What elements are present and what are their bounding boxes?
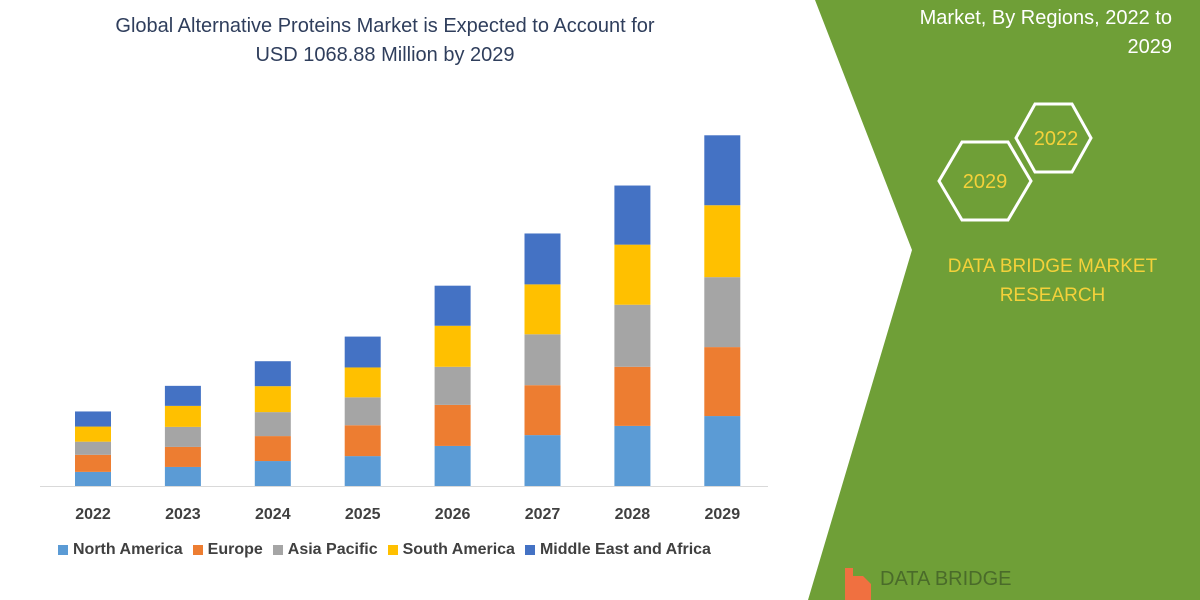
bar-segment-north-america-2024 (254, 461, 291, 486)
bar-segment-north-america-2027 (524, 435, 561, 486)
bar-segment-south-america-2023 (164, 405, 201, 427)
bar-segment-south-america-2028 (614, 244, 651, 305)
panel-heading-line-1: Market, By Regions, 2022 to (919, 7, 1172, 29)
legend-label: South America (402, 541, 515, 558)
bar-segment-south-america-2025 (344, 367, 381, 398)
bar-segment-asia-pacific-2022 (75, 441, 111, 455)
bar-segment-north-america-2025 (344, 456, 381, 486)
legend-swatch (387, 545, 398, 555)
bar-segment-north-america-2022 (75, 471, 111, 486)
bar-segment-north-america-2028 (614, 425, 651, 486)
bar-segment-south-america-2026 (434, 325, 471, 367)
bar-segment-asia-pacific-2028 (614, 304, 651, 367)
bar-segment-asia-pacific-2025 (344, 397, 381, 426)
bar-segment-europe-2022 (75, 454, 111, 472)
legend-label: Asia Pacific (287, 541, 378, 558)
bar-segment-europe-2028 (614, 366, 651, 426)
green-panel (808, 0, 1200, 600)
panel-heading: Market, By Regions, 2022 to 2029 (872, 4, 1172, 62)
footer-logo: DATA BRIDGE (880, 568, 1012, 590)
brand-line-1: DATA BRIDGE MARKET (947, 256, 1158, 277)
bar-segment-south-america-2027 (524, 284, 561, 335)
bar-segment-europe-2023 (164, 446, 201, 467)
legend-item: South America (387, 541, 515, 559)
brand-line-2: RESEARCH (999, 285, 1106, 306)
bar-segment-europe-2024 (254, 436, 291, 462)
bar-segment-north-america-2026 (434, 445, 471, 486)
x-tick-label: 2023 (165, 506, 201, 523)
chart-title: Global Alternative Proteins Market is Ex… (40, 12, 730, 70)
bar-segment-asia-pacific-2026 (434, 366, 471, 405)
bar-segment-asia-pacific-2027 (524, 334, 561, 386)
x-tick-label: 2029 (705, 506, 741, 523)
hex-2029-label: 2029 (963, 171, 1008, 193)
title-line-1: Global Alternative Proteins Market is Ex… (115, 15, 655, 37)
bar-segment-middle-east-and-africa-2029 (704, 135, 741, 206)
x-tick-label: 2027 (525, 506, 561, 523)
legend-item: North America (58, 541, 183, 559)
legend-label: North America (73, 541, 183, 558)
legend-swatch (58, 545, 68, 555)
hexagon-2022 (1014, 102, 1093, 174)
bar-segment-middle-east-and-africa-2023 (164, 385, 201, 406)
legend-swatch (272, 545, 283, 555)
x-tick-label: 2022 (75, 506, 111, 523)
hex-2022-label: 2022 (1034, 128, 1079, 150)
legend-item: Europe (192, 541, 263, 559)
bar-segment-middle-east-and-africa-2027 (524, 233, 561, 285)
bar-segment-asia-pacific-2024 (254, 412, 291, 437)
x-tick-label: 2028 (615, 506, 651, 523)
logo-icon (845, 568, 871, 600)
x-tick-label: 2024 (255, 506, 291, 523)
bar-segment-europe-2026 (434, 404, 471, 446)
legend: North America Europe Asia Pacific South Ame… (58, 541, 711, 559)
legend-item: Middle East and Africa (524, 541, 711, 559)
bar-segment-middle-east-and-africa-2026 (434, 285, 471, 326)
bar-segment-south-america-2024 (254, 386, 291, 413)
bar-segment-europe-2025 (344, 425, 381, 457)
legend-label: Middle East and Africa (539, 541, 711, 558)
bar-segment-middle-east-and-africa-2024 (254, 361, 291, 387)
bar-segment-south-america-2029 (704, 205, 741, 278)
bar-segment-middle-east-and-africa-2025 (344, 336, 381, 368)
bar-segment-south-america-2022 (75, 426, 111, 442)
title-line-2: USD 1068.88 Million by 2029 (255, 44, 515, 66)
panel-heading-line-2: 2029 (1127, 36, 1173, 58)
legend-label: Europe (207, 541, 263, 558)
bar-segment-asia-pacific-2023 (164, 426, 201, 447)
x-tick-label: 2025 (345, 506, 381, 523)
legend-item: Asia Pacific (272, 541, 378, 559)
bar-segment-north-america-2029 (704, 416, 741, 486)
bar-segment-middle-east-and-africa-2028 (614, 185, 651, 245)
x-tick-label: 2026 (435, 506, 471, 523)
bar-segment-asia-pacific-2029 (704, 277, 741, 348)
bar-segment-middle-east-and-africa-2022 (75, 411, 111, 427)
bar-segment-europe-2027 (524, 385, 561, 436)
hexagon-2029 (937, 140, 1033, 222)
stacked-bar-chart: 2022 2023 2024 2025 2026 2027 2028 2029 (40, 135, 768, 523)
bar-segment-europe-2029 (704, 347, 741, 417)
bar-segment-north-america-2023 (164, 466, 201, 486)
legend-swatch (524, 545, 535, 555)
legend-swatch (192, 545, 203, 555)
